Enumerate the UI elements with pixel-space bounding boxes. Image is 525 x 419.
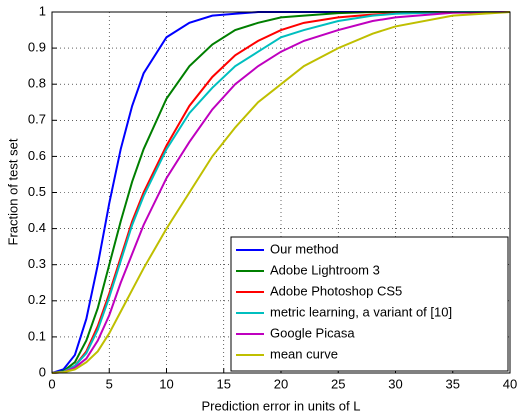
legend-label: mean curve — [270, 346, 338, 361]
x-tick-label: 5 — [106, 376, 113, 391]
x-tick-label: 15 — [217, 376, 231, 391]
x-tick-label: 30 — [388, 376, 402, 391]
y-tick-label: 0.7 — [28, 112, 46, 127]
series-line — [51, 11, 510, 374]
y-tick-label: 0.4 — [28, 220, 46, 235]
x-tick-label: 0 — [48, 376, 55, 391]
y-tick-label: 0.2 — [28, 292, 46, 307]
y-tick-label: 0.3 — [28, 256, 46, 271]
series-line — [51, 11, 511, 374]
x-tick-label: 20 — [274, 376, 288, 391]
y-tick-label: 1 — [39, 3, 46, 18]
legend-label: Our method — [270, 241, 339, 256]
y-tick-label: 0.6 — [28, 148, 46, 163]
y-tick-label: 0.5 — [28, 184, 46, 199]
legend-label: Adobe Photoshop CS5 — [270, 283, 402, 298]
legend-label: Adobe Lightroom 3 — [270, 262, 380, 277]
legend-label: Google Picasa — [270, 325, 355, 340]
y-axis-label: Fraction of test set — [5, 138, 20, 245]
x-tick-label: 35 — [446, 376, 460, 391]
y-tick-label: 0.9 — [28, 40, 46, 55]
y-tick-label: 0.8 — [28, 76, 46, 91]
series-line — [51, 11, 510, 374]
legend-label: metric learning, a variant of [10] — [270, 304, 452, 319]
plot-frame — [51, 11, 511, 374]
y-tick-label: 0 — [39, 364, 46, 379]
x-tick-label: 25 — [331, 376, 345, 391]
series-line — [51, 11, 511, 374]
x-axis-label: Prediction error in units of L — [202, 398, 361, 413]
x-tick-label: 10 — [159, 376, 173, 391]
legend-box — [230, 236, 509, 372]
y-tick-label: 0.1 — [28, 328, 46, 343]
x-tick-label: 40 — [503, 376, 517, 391]
